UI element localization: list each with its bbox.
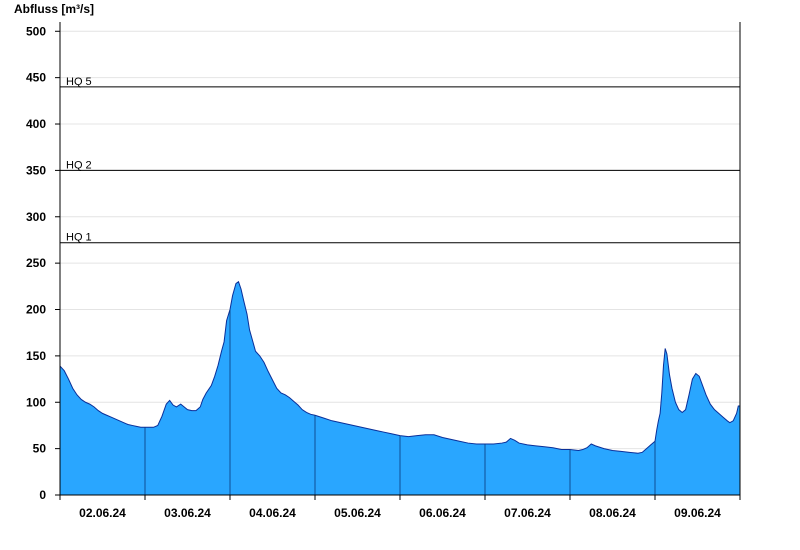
x-tick-label: 05.06.24 [334,506,381,520]
y-tick-label: 300 [26,210,46,224]
y-tick-label: 0 [39,488,46,502]
x-tick-label: 09.06.24 [674,506,721,520]
series-line [59,280,740,454]
x-tick-label: 03.06.24 [164,506,211,520]
grid-layer [60,30,740,450]
y-tick-label: 50 [33,442,47,456]
y-tick-label: 200 [26,303,46,317]
x-tick-label: 02.06.24 [79,506,126,520]
x-tick-label: 06.06.24 [419,506,466,520]
y-tick-label: 150 [26,349,46,363]
reference-line-label: HQ 5 [66,76,92,88]
x-tick-label: 07.06.24 [504,506,551,520]
reference-line-label: HQ 2 [66,159,92,171]
y-tick-label: 350 [26,163,46,177]
x-tick-label: 08.06.24 [589,506,636,520]
y-tick-label: 400 [26,117,46,131]
reference-line-layer: HQ 1 HQ 2 HQ 5 [60,76,740,244]
day-boundary-layer [144,309,656,495]
reference-line-label: HQ 1 [66,232,92,244]
x-tick-label: 04.06.24 [249,506,296,520]
y-tick-label: 250 [26,256,46,270]
y-tick-label: 450 [26,71,46,85]
y-axis-label: Abfluss [m³/s] [14,2,94,16]
y-tick-label: 100 [26,395,46,409]
axis-layer: 0 50 100 150 200 250 300 350 400 450 500 02.06.24 03… [26,22,741,520]
y-tick-label: 500 [26,24,46,38]
